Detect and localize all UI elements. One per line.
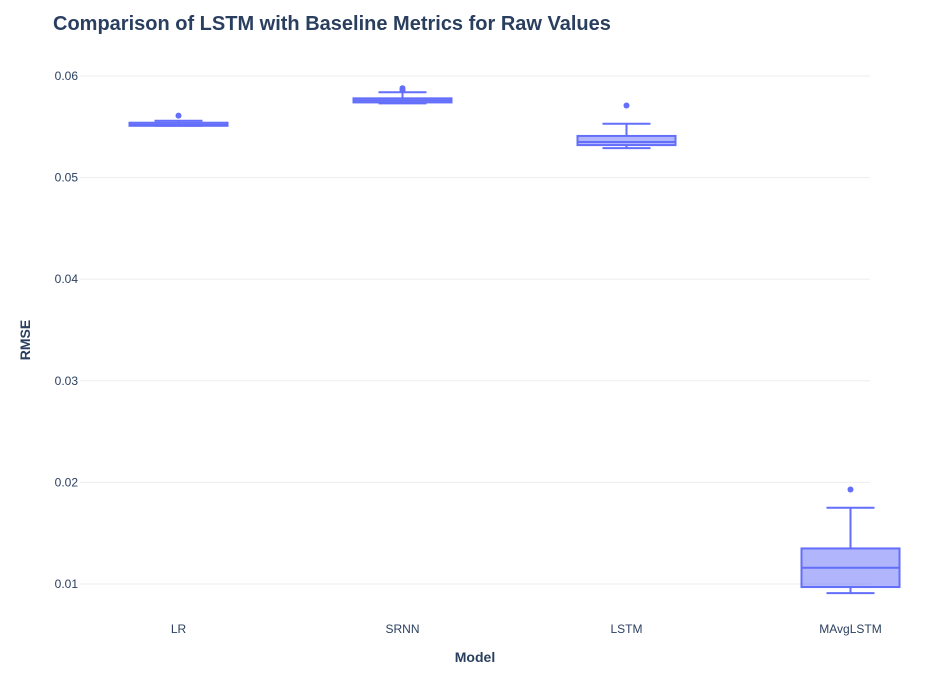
box-layer [128, 85, 901, 595]
outlier-point [847, 486, 854, 493]
grid-layer [80, 75, 870, 585]
y-tick-label: 0.05 [55, 171, 79, 185]
chart-title: Comparison of LSTM with Baseline Metrics… [53, 13, 611, 35]
x-tick-labels: LR SRNN LSTM MAvgLSTM [171, 622, 882, 636]
x-tick-label: SRNN [385, 622, 419, 636]
x-axis-title: Model [455, 649, 495, 665]
outlier-point [175, 112, 182, 119]
outlier-point [399, 85, 406, 92]
box-lstm [576, 102, 677, 150]
box-mavglstm [800, 486, 901, 595]
x-tick-label: MAvgLSTM [819, 622, 881, 636]
y-axis-title: RMSE [17, 320, 33, 360]
y-tick-labels: 0.01 0.02 0.03 0.04 0.05 0.06 [55, 69, 79, 591]
y-tick-label: 0.06 [55, 69, 79, 83]
y-tick-label: 0.03 [55, 374, 79, 388]
y-tick-label: 0.01 [55, 577, 79, 591]
box-srnn [352, 85, 453, 105]
box-lr [128, 112, 229, 127]
iqr-box [576, 134, 677, 147]
y-tick-label: 0.02 [55, 475, 79, 489]
y-tick-label: 0.04 [55, 272, 79, 286]
x-tick-label: LSTM [610, 622, 642, 636]
outlier-point [623, 102, 630, 109]
x-tick-label: LR [171, 622, 187, 636]
